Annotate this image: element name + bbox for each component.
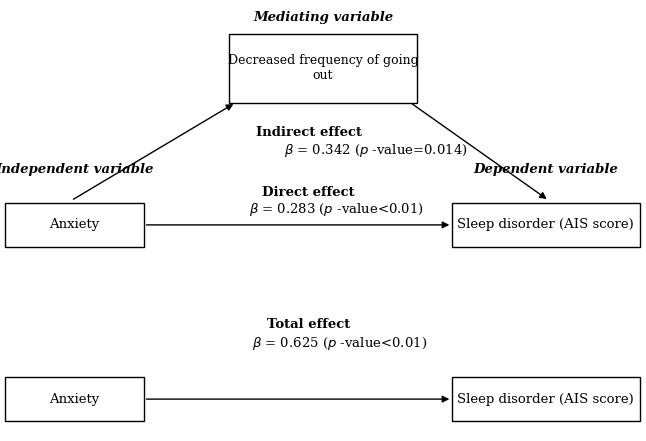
Text: Decreased frequency of going
out: Decreased frequency of going out (227, 54, 419, 82)
Bar (452, 377, 640, 421)
Text: Indirect effect: Indirect effect (256, 126, 362, 139)
Text: $\beta$ = 0.342 ($p$ -value=0.014): $\beta$ = 0.342 ($p$ -value=0.014) (284, 142, 468, 159)
Bar (452, 203, 640, 247)
Text: Independent variable: Independent variable (0, 163, 154, 176)
Text: Sleep disorder (AIS score): Sleep disorder (AIS score) (457, 218, 634, 232)
Text: Mediating variable: Mediating variable (253, 11, 393, 24)
Text: Anxiety: Anxiety (49, 392, 99, 406)
Bar (5, 377, 143, 421)
Bar (5, 203, 143, 247)
Text: Dependent variable: Dependent variable (474, 163, 618, 176)
Text: $\beta$ = 0.625 ($p$ -value<0.01): $\beta$ = 0.625 ($p$ -value<0.01) (252, 336, 427, 352)
Text: Total effect: Total effect (267, 318, 350, 331)
Text: Direct effect: Direct effect (262, 186, 355, 199)
Bar (229, 34, 417, 103)
Text: Sleep disorder (AIS score): Sleep disorder (AIS score) (457, 392, 634, 406)
Text: Anxiety: Anxiety (49, 218, 99, 232)
Text: $\beta$ = 0.283 ($p$ -value<0.01): $\beta$ = 0.283 ($p$ -value<0.01) (249, 201, 424, 218)
